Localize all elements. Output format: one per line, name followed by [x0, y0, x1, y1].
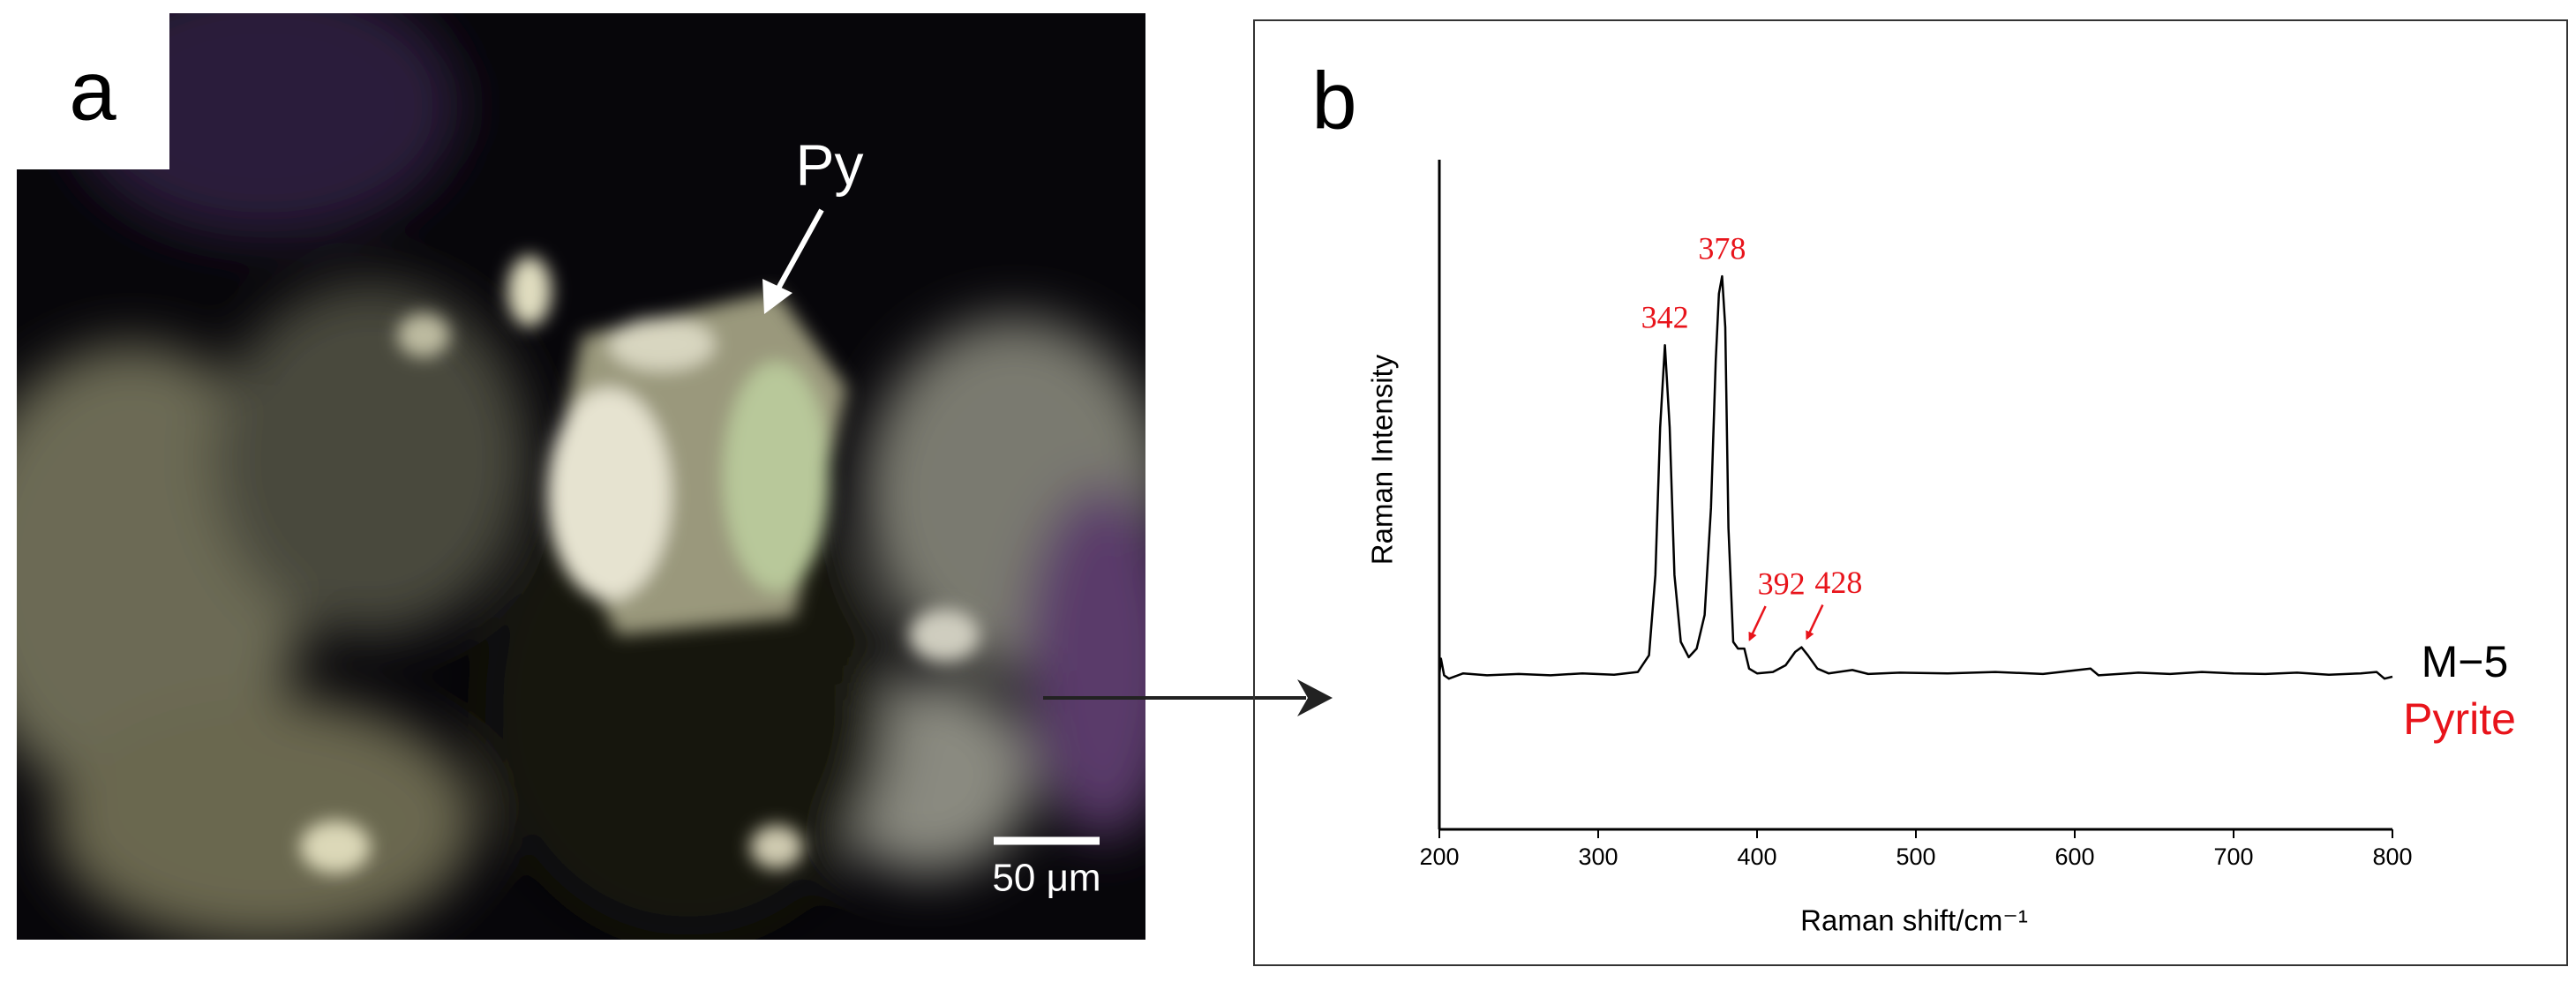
peak-label: 392: [1758, 566, 1806, 601]
peak-label: 378: [1698, 230, 1746, 266]
micrograph: a Py 50 μm: [17, 13, 1145, 940]
panel-frame: [1253, 19, 2568, 966]
x-tick-label: 400: [1737, 843, 1776, 870]
scale-bar-label: 50 μm: [992, 857, 1100, 900]
x-tick-label: 600: [2054, 843, 2094, 870]
x-tick-label: 500: [1896, 843, 1935, 870]
link-arrowhead: [1297, 679, 1333, 716]
panel-label: b: [1311, 56, 1356, 146]
series-label: M−5: [2422, 637, 2509, 686]
x-tick-label: 200: [1419, 843, 1459, 870]
sample-label: Pyrite: [2403, 694, 2516, 744]
peak-label: 342: [1641, 300, 1689, 335]
series-line: [1438, 274, 2393, 680]
x-axis-label: Raman shift/cm⁻¹: [1800, 904, 2028, 937]
peak-arrow: [1806, 604, 1824, 641]
y-axis-label: Raman Intensity: [1366, 354, 1399, 565]
x-tick-label: 300: [1578, 843, 1618, 870]
peak-arrow: [1748, 605, 1767, 641]
panel-label: a: [69, 43, 116, 138]
annotation: Py: [795, 131, 863, 197]
annotation-arrowhead: [762, 279, 792, 314]
peak-label: 428: [1814, 565, 1862, 600]
annotation-arrow: [772, 208, 824, 296]
x-tick-label: 700: [2213, 843, 2253, 870]
x-tick-label: 800: [2372, 843, 2412, 870]
